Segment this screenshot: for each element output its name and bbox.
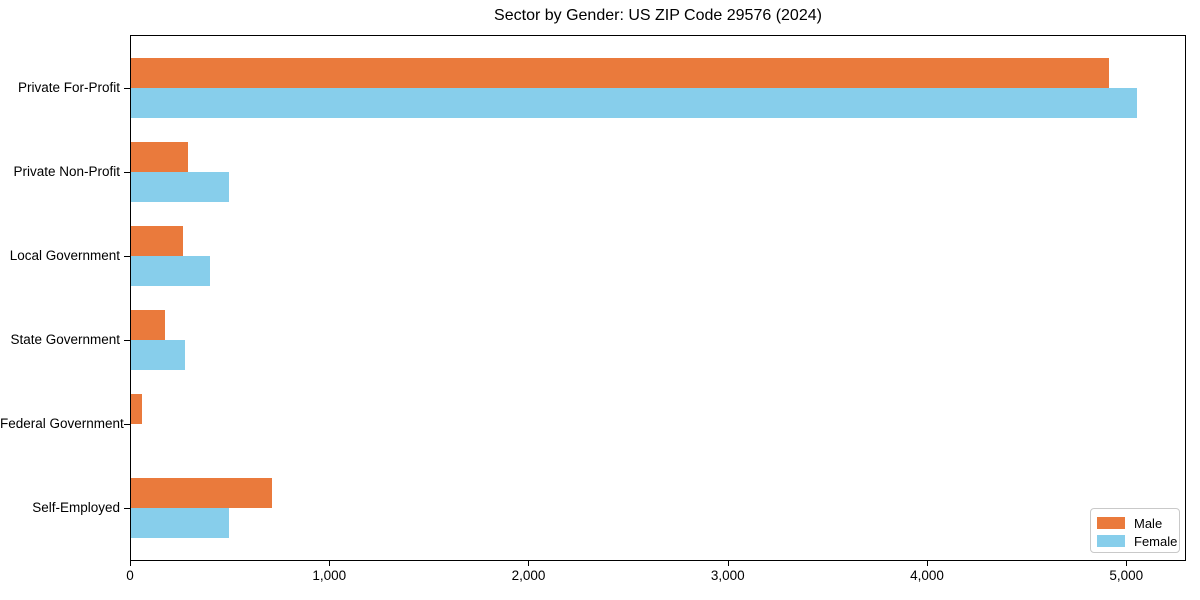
y-axis-tick — [124, 172, 130, 173]
y-axis-tick — [124, 88, 130, 89]
x-axis-tick-label: 3,000 — [710, 568, 745, 583]
y-axis-category-label: Federal Government — [0, 416, 124, 431]
x-axis-tick — [329, 561, 331, 566]
legend-item-female: Female — [1097, 532, 1179, 550]
bar-female-3 — [131, 340, 185, 370]
x-axis-tick — [130, 561, 131, 566]
bar-male-0 — [131, 58, 1109, 88]
y-axis-tick — [124, 256, 130, 257]
bar-male-2 — [131, 226, 183, 256]
x-axis-tick-label: 1,000 — [312, 568, 347, 583]
x-axis-tick-label: 2,000 — [511, 568, 546, 583]
plot-area — [130, 35, 1186, 561]
legend-swatch-female — [1097, 535, 1125, 547]
x-axis-tick-label: 0 — [126, 568, 134, 583]
x-axis-tick — [1126, 561, 1128, 566]
chart-title: Sector by Gender: US ZIP Code 29576 (202… — [494, 7, 822, 24]
bar-male-1 — [131, 142, 188, 172]
y-axis-tick — [124, 424, 130, 425]
bar-male-5 — [131, 478, 272, 508]
y-axis-tick — [124, 340, 130, 341]
bar-male-3 — [131, 310, 165, 340]
x-axis-tick-label: 4,000 — [910, 568, 944, 583]
bar-female-2 — [131, 256, 210, 286]
legend-swatch-male — [1097, 517, 1125, 529]
x-axis-tick — [528, 561, 530, 566]
y-axis-category-label: Local Government — [9, 248, 120, 263]
x-axis-tick — [926, 561, 928, 566]
legend-label: Female — [1134, 533, 1178, 549]
legend: Male Female — [1090, 508, 1180, 553]
bar-female-0 — [131, 88, 1137, 118]
legend-label: Male — [1134, 515, 1163, 531]
x-axis-tick — [727, 561, 729, 566]
bar-female-5 — [131, 508, 229, 538]
y-axis-category-label: Self-Employed — [32, 500, 120, 515]
legend-item-male: Male — [1097, 514, 1179, 532]
bar-male-4 — [131, 394, 142, 424]
y-axis-tick — [124, 508, 130, 509]
x-axis-tick-label: 5,000 — [1109, 568, 1144, 583]
y-axis-category-label: State Government — [10, 332, 120, 347]
y-axis-category-label: Private For-Profit — [17, 80, 120, 95]
y-axis-category-label: Private Non-Profit — [13, 164, 120, 179]
bar-female-1 — [131, 172, 229, 202]
